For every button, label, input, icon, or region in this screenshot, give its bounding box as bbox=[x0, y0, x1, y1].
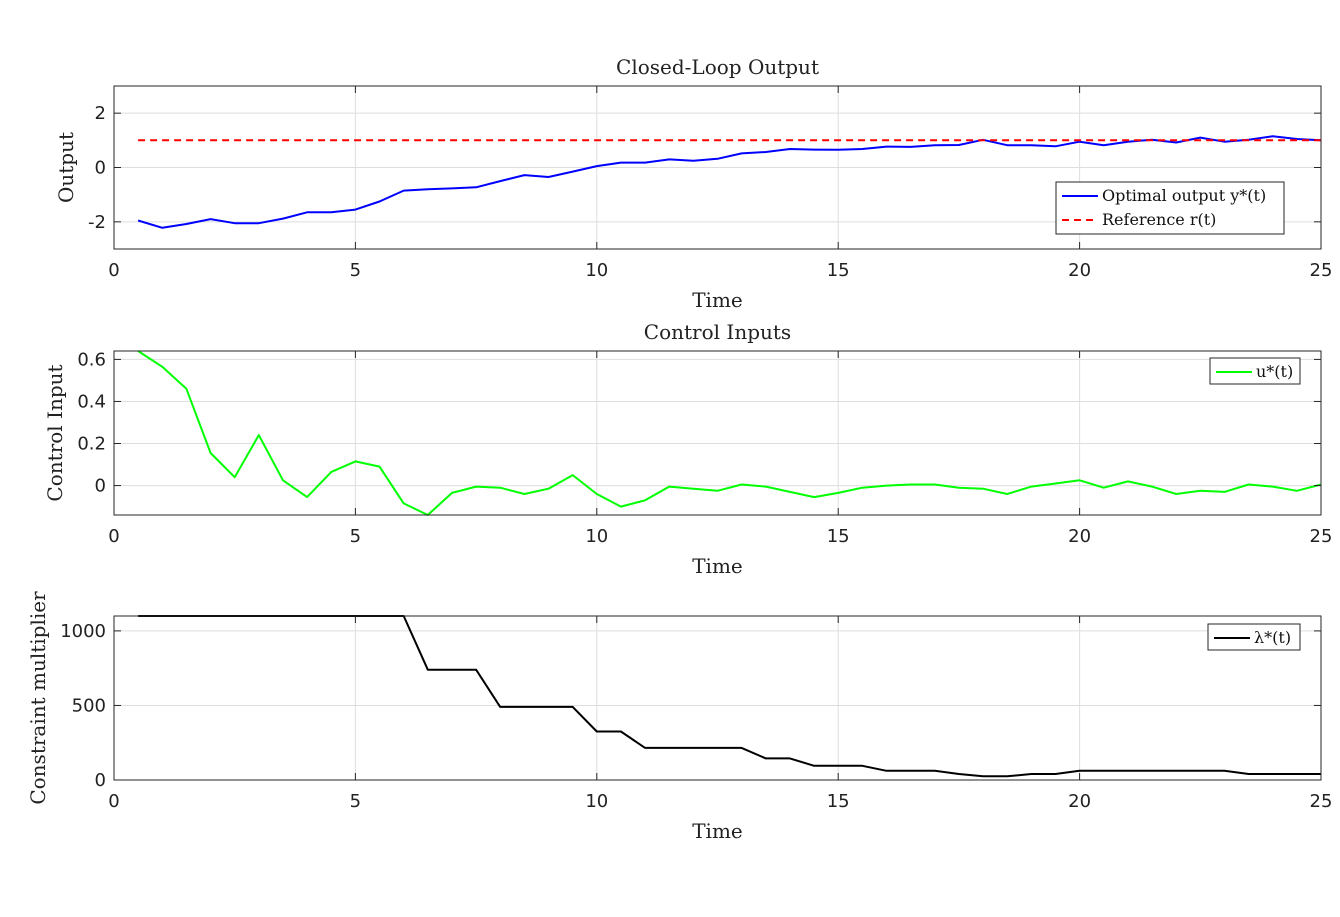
x-tick-label: 0 bbox=[108, 791, 119, 812]
series-line-output-0 bbox=[137, 135, 1322, 229]
x-tick-label: 15 bbox=[827, 791, 850, 812]
x-tick-label: 0 bbox=[108, 526, 119, 547]
series-line-control-0 bbox=[137, 350, 1322, 516]
x-tick-label: 5 bbox=[350, 526, 361, 547]
plot-title: Closed-Loop Output bbox=[616, 55, 819, 79]
x-tick-label: 25 bbox=[1310, 791, 1333, 812]
x-tick-label: 25 bbox=[1310, 526, 1333, 547]
legend-label: Reference r(t) bbox=[1102, 210, 1216, 229]
x-tick-label: 10 bbox=[585, 791, 608, 812]
axes-frame bbox=[113, 615, 1322, 781]
legend-label: λ*(t) bbox=[1254, 628, 1291, 647]
x-axis-label: Time bbox=[692, 554, 743, 578]
y-tick-label: -2 bbox=[88, 212, 106, 233]
x-axis-label: Time bbox=[692, 819, 743, 843]
y-tick-label: 0.2 bbox=[77, 434, 106, 455]
x-tick-label: 5 bbox=[350, 260, 361, 281]
y-axis-label: Constraint multiplier bbox=[26, 591, 50, 805]
x-tick-label: 25 bbox=[1310, 260, 1333, 281]
legend: λ*(t) bbox=[1207, 623, 1301, 651]
x-tick-label: 20 bbox=[1068, 260, 1091, 281]
legend-label: u*(t) bbox=[1256, 362, 1293, 381]
x-tick-label: 20 bbox=[1068, 526, 1091, 547]
x-tick-label: 10 bbox=[585, 260, 608, 281]
legend: Optimal output y*(t) Reference r(t) bbox=[1055, 181, 1285, 235]
plot-title: Control Inputs bbox=[644, 320, 791, 344]
y-tick-label: 500 bbox=[72, 695, 106, 716]
x-tick-label: 15 bbox=[827, 526, 850, 547]
legend-box bbox=[1055, 181, 1285, 235]
y-tick-label: 0 bbox=[95, 770, 106, 791]
legend: u*(t) bbox=[1209, 357, 1301, 385]
x-tick-label: 5 bbox=[350, 791, 361, 812]
y-tick-label: 2 bbox=[95, 103, 106, 124]
series-line-multiplier-0 bbox=[138, 615, 1321, 778]
y-tick-label: 0.6 bbox=[77, 349, 106, 370]
x-axis-label: Time bbox=[692, 288, 743, 312]
y-tick-label: 0.4 bbox=[77, 391, 106, 412]
y-tick-label: 0 bbox=[95, 476, 106, 497]
axes-frame bbox=[113, 350, 1322, 516]
subplot-output: 0 5 10 15 20 25 -2 0 2 Closed-Loop Output Time Outp… bbox=[54, 55, 1332, 312]
y-tick-label: 0 bbox=[95, 158, 106, 179]
y-axis-label: Output bbox=[54, 132, 78, 203]
x-tick-label: 20 bbox=[1068, 791, 1091, 812]
x-tick-label: 10 bbox=[585, 526, 608, 547]
legend-label: Optimal output y*(t) bbox=[1102, 186, 1266, 205]
subplot-control: 0 5 10 15 20 25 0 0.2 0.4 0.6 Control Inputs Time Co… bbox=[43, 320, 1332, 578]
subplot-multiplier: 0 5 10 15 20 25 0 500 1000 Time Constraint multipl… bbox=[26, 591, 1332, 843]
x-tick-label: 15 bbox=[827, 260, 850, 281]
y-tick-label: 1000 bbox=[60, 621, 106, 642]
y-axis-label: Control Input bbox=[43, 364, 67, 501]
x-tick-label: 0 bbox=[108, 260, 119, 281]
